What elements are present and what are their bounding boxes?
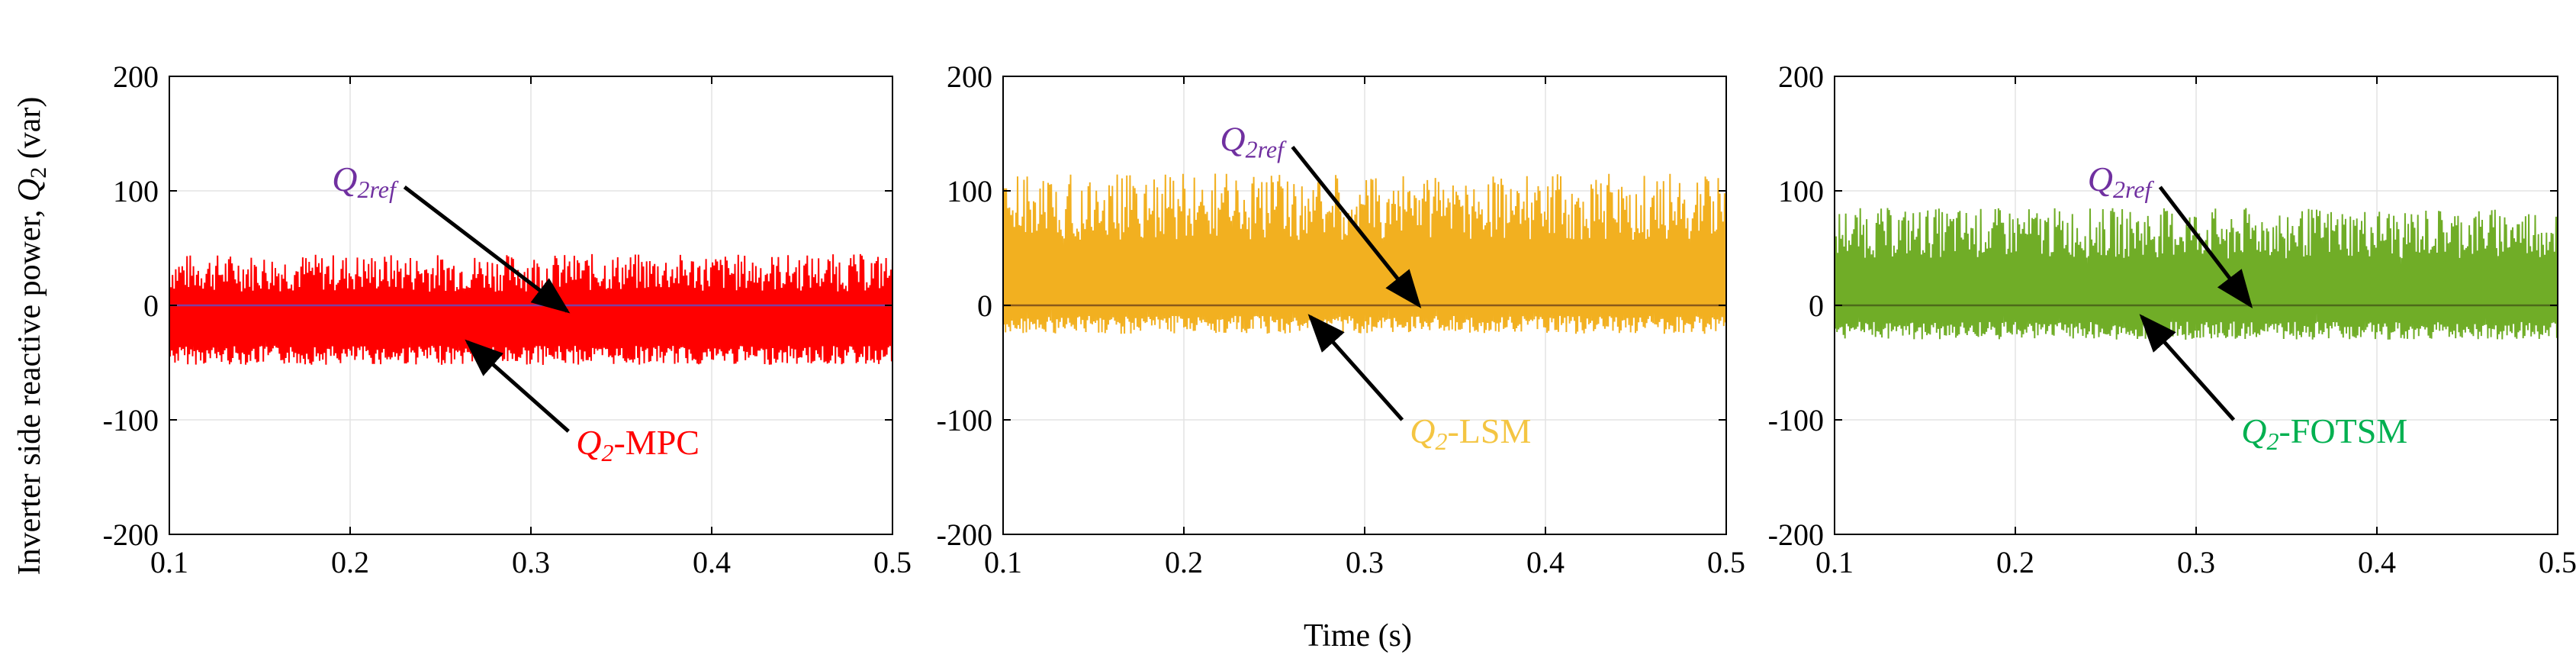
x-tick-label: 0.1 [1815,545,1854,579]
y-tick-label: 200 [947,60,992,94]
y-axis-label-text: Inverter side reactive power, [12,202,47,575]
y-tick-label: -200 [1768,518,1824,552]
x-tick-label: 0.3 [512,545,550,579]
series-q2-fotsm [1835,208,2558,340]
annotation-arrow [2139,314,2236,421]
x-tick-label: 0.2 [1165,545,1203,579]
series-q2-lsm [1003,173,1726,334]
annotation-subscript: 2ref [2113,176,2154,203]
plot-area [1003,173,1726,334]
annotation-label: Q2ref [2088,160,2155,203]
svg-text:Inverter side reactive power,: Inverter side reactive power, Q2 (var) [12,97,51,576]
annotation-symbol: Q [2088,160,2113,198]
y-tick-label: 100 [947,174,992,208]
y-tick-label: -200 [937,518,992,552]
x-tick-label: 0.4 [693,545,731,579]
y-tick-label: 200 [1778,60,1824,94]
x-tick-label: 0.1 [984,545,1022,579]
x-tick-label: 0.3 [1346,545,1384,579]
y-tick-label: 0 [1809,289,1824,323]
y-tick-label: -100 [103,403,159,437]
annotation-arrow [1291,145,1422,308]
x-tick-label: 0.5 [2539,545,2576,579]
annotation-symbol: Q [332,160,357,198]
annotation-suffix: -FOTSM [2279,411,2407,450]
y-tick-label: 200 [113,60,159,94]
x-tick-label: 0.1 [150,545,188,579]
y-tick-label: -200 [103,518,159,552]
chart-panel-fotsm: 0.1 0.2 0.3 0.4 0.5-200-1000100200Q2refQ2-FO… [1768,60,2576,579]
x-tick-label: 0.2 [331,545,369,579]
chart-panel-mpc: 0.1 0.2 0.3 0.4 0.5-200-1000100200Q2refQ2-MP… [103,60,912,579]
annotation-symbol: Q [1220,120,1245,159]
x-tick-label: 0.4 [2358,545,2396,579]
x-axis-label: Time (s) [1304,618,1412,653]
annotation-label: Q2ref [332,160,399,203]
y-axis-label-subscript: 2 [26,167,51,179]
y-axis-label-unit: (var) [12,97,47,167]
y-tick-label: 100 [1778,174,1824,208]
annotation-subscript: 2ref [358,176,399,203]
annotation-label: Q2-MPC [576,423,699,466]
x-tick-label: 0.5 [1707,545,1745,579]
annotation-suffix: -LSM [1447,411,1531,450]
annotation-arrow [2158,185,2253,308]
annotation-subscript: 2 [1435,427,1447,455]
y-tick-label: 0 [143,289,159,323]
annotation-subscript: 2ref [1246,136,1287,163]
annotation-subscript: 2 [2266,427,2279,455]
annotation-arrow [403,185,571,314]
annotation-suffix: -MPC [613,423,699,462]
x-tick-label: 0.3 [2177,545,2215,579]
annotation-symbol: Q [576,423,601,462]
annotation-arrow [1307,314,1404,421]
annotation-symbol: Q [2241,411,2266,450]
plot-area [1835,208,2558,340]
annotation-arrow [465,339,570,433]
y-tick-label: 100 [113,174,159,208]
annotation-label: Q2-LSM [1410,411,1531,455]
annotation-subscript: 2 [601,439,613,466]
annotation-label: Q2ref [1220,120,1287,163]
y-axis-label: Inverter side reactive power, Q2 (var) [12,97,51,576]
annotation-symbol: Q [1410,411,1435,450]
x-tick-label: 0.2 [1996,545,2034,579]
y-tick-label: 0 [977,289,992,323]
x-tick-label: 0.5 [873,545,912,579]
chart-panel-lsm: 0.1 0.2 0.3 0.4 0.5-200-1000100200Q2refQ2-LS… [937,60,1745,579]
y-tick-label: -100 [937,403,992,437]
annotation-label: Q2-FOTSM [2241,411,2407,455]
y-tick-label: -100 [1768,403,1824,437]
y-axis-label-symbol: Q [12,179,47,202]
x-tick-label: 0.4 [1526,545,1565,579]
